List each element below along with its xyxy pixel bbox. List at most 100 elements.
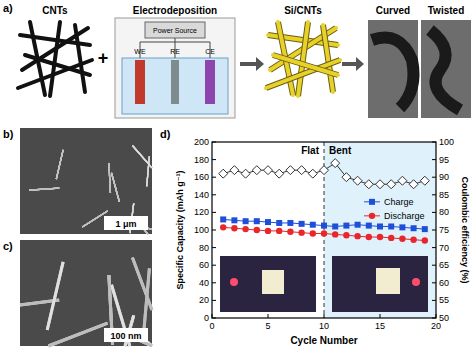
point — [243, 218, 249, 224]
x-tick-label: 10 — [319, 321, 329, 331]
fibre — [56, 150, 63, 179]
y-tick-label: 100 — [194, 225, 209, 235]
fibre — [109, 163, 111, 193]
y2-tick-label: 55 — [439, 295, 449, 305]
y2-tick — [432, 282, 436, 283]
y2-axis-title: Coulombic efficiency (%) — [460, 176, 470, 283]
y2-tick-label: 50 — [439, 313, 449, 323]
point — [366, 223, 372, 229]
point — [364, 180, 373, 189]
fibre — [323, 25, 333, 92]
series-line — [223, 219, 425, 229]
y-tick-label: 20 — [199, 295, 209, 305]
figure: a)CNTs+ElectrodepositionPower SourceWERE… — [0, 0, 474, 355]
fibre — [111, 173, 119, 202]
point — [377, 223, 383, 229]
sheet — [430, 30, 460, 110]
sheet — [372, 38, 414, 109]
fibre — [82, 211, 107, 227]
inset-led — [230, 278, 238, 286]
y-tick — [212, 177, 216, 178]
y2-tick-label: 95 — [439, 155, 449, 165]
point — [265, 219, 271, 225]
step-title: Curved — [376, 5, 410, 16]
sem-image — [20, 240, 152, 346]
point — [420, 176, 429, 185]
point — [230, 166, 239, 175]
photo — [368, 20, 418, 118]
point — [231, 217, 237, 223]
fibre — [82, 211, 107, 227]
fibre — [29, 188, 59, 190]
point — [276, 220, 282, 226]
point — [377, 234, 383, 240]
fibre — [109, 163, 111, 193]
y-tick-label: 60 — [199, 260, 209, 270]
point — [265, 228, 271, 234]
point — [422, 237, 428, 243]
legend-marker — [369, 199, 375, 205]
bath — [122, 58, 228, 114]
fibre — [56, 150, 63, 179]
point — [366, 234, 372, 240]
y-tick-label: 180 — [194, 155, 209, 165]
legend-label: Discharge — [384, 211, 425, 221]
point — [355, 222, 361, 228]
fibre — [82, 211, 107, 227]
point — [321, 230, 327, 236]
fibre — [29, 188, 59, 190]
fibre — [75, 25, 85, 92]
y2-tick-label: 80 — [439, 207, 449, 217]
y2-tick-label: 70 — [439, 243, 449, 253]
y2-tick-label: 60 — [439, 278, 449, 288]
y-tick-label: 80 — [199, 243, 209, 253]
fibre — [29, 188, 59, 190]
point — [276, 228, 282, 234]
x-axis-title: Cycle Number — [290, 335, 357, 346]
y2-tick — [432, 265, 436, 266]
fibre — [111, 173, 119, 202]
fibre — [109, 163, 111, 193]
point — [388, 223, 394, 229]
fibre — [111, 173, 119, 202]
inset-photo — [220, 256, 316, 312]
panel-letter: d) — [160, 128, 171, 140]
panel-letter: b) — [3, 128, 14, 140]
arrow — [240, 62, 258, 66]
fibre — [82, 211, 107, 227]
x-tick-label: 15 — [375, 321, 385, 331]
point — [409, 180, 418, 189]
step-title: Twisted — [428, 5, 464, 16]
fibre — [48, 323, 107, 346]
arrow — [342, 62, 358, 66]
plus: + — [98, 48, 109, 68]
fibre — [82, 211, 107, 227]
x-tick — [212, 314, 213, 318]
point — [376, 180, 385, 189]
fibre — [82, 211, 107, 227]
point — [299, 221, 305, 227]
annotation: Bent — [329, 145, 352, 156]
electrode — [171, 60, 179, 104]
photo — [421, 20, 471, 118]
inset-led — [412, 278, 420, 286]
fibre — [48, 323, 107, 346]
y2-tick-label: 75 — [439, 225, 449, 235]
fibre — [147, 156, 150, 186]
point — [287, 220, 293, 226]
point — [287, 229, 293, 235]
sem-fibres — [20, 257, 152, 346]
point — [264, 166, 273, 175]
y2-tick — [432, 247, 436, 248]
fibre — [25, 55, 90, 75]
fibre — [111, 173, 119, 202]
fibre — [56, 150, 63, 179]
y2-tick — [432, 212, 436, 213]
electrode-label: RE — [170, 48, 180, 55]
step-title: Si/CNTs — [284, 5, 322, 16]
electrode — [205, 60, 215, 104]
fibre — [109, 163, 111, 193]
fibre — [109, 163, 111, 193]
y-tick — [212, 247, 216, 248]
fibre — [29, 188, 59, 190]
